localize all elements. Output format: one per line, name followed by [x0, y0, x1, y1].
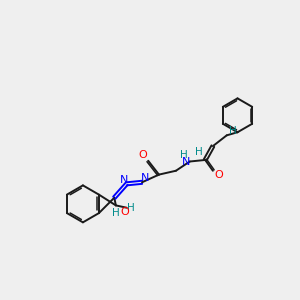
Text: H: H: [180, 150, 188, 160]
Text: H: H: [127, 203, 134, 213]
Text: H: H: [112, 208, 120, 218]
Text: N: N: [120, 175, 128, 185]
Text: O: O: [138, 150, 147, 160]
Text: H: H: [229, 127, 237, 136]
Text: O: O: [120, 207, 129, 217]
Text: N: N: [182, 157, 190, 166]
Text: N: N: [141, 173, 149, 184]
Text: O: O: [215, 169, 224, 180]
Text: H: H: [195, 147, 203, 157]
